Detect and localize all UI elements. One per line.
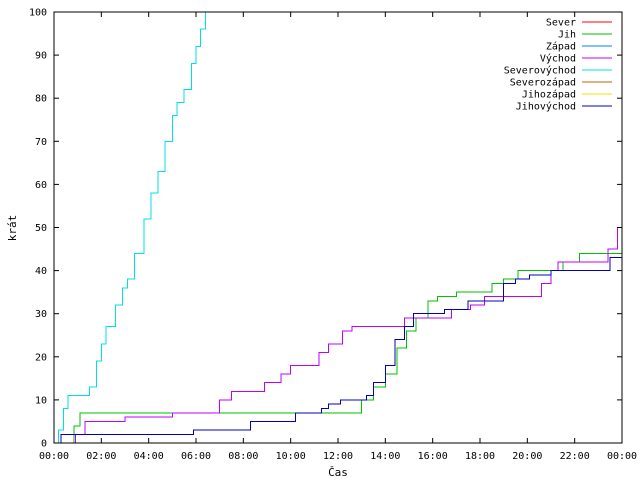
- x-tick-label: 02:00: [86, 451, 116, 462]
- x-tick-label: 22:00: [560, 451, 590, 462]
- y-tick-label: 90: [35, 51, 47, 62]
- legend-label: Sever: [546, 18, 576, 29]
- x-tick-label: 04:00: [134, 451, 164, 462]
- x-tick-label: 14:00: [370, 451, 400, 462]
- legend: SeverJihZápadVýchodSeverovýchodSeverozáp…: [504, 18, 612, 113]
- x-tick-label: 18:00: [465, 451, 495, 462]
- y-tick-label: 60: [35, 180, 47, 191]
- series-lines: [54, 12, 622, 443]
- y-tick-label: 20: [35, 352, 47, 363]
- y-tick-label: 10: [35, 395, 47, 406]
- x-tick-label: 00:00: [607, 451, 637, 462]
- y-tick-label: 70: [35, 137, 47, 148]
- x-tick-label: 12:00: [323, 451, 353, 462]
- legend-label: Jihovýchod: [516, 101, 576, 113]
- x-tick-label: 06:00: [181, 451, 211, 462]
- x-tick-label: 08:00: [228, 451, 258, 462]
- x-tick-label: 00:00: [39, 451, 69, 462]
- x-axis: 00:00 02:00 04:00 06:00 08:00 10:00 12:00 14:00…: [39, 12, 637, 462]
- y-axis-title: krát: [6, 215, 19, 242]
- series-line-Severovýchod: [54, 12, 206, 443]
- y-tick-label: 40: [35, 266, 47, 277]
- y-tick-label: 100: [29, 8, 47, 19]
- legend-label: Severovýchod: [504, 65, 576, 77]
- x-tick-label: 16:00: [418, 451, 448, 462]
- y-tick-label: 0: [41, 439, 47, 450]
- y-tick-label: 30: [35, 309, 47, 320]
- x-tick-label: 20:00: [512, 451, 542, 462]
- legend-label: Jihozápad: [522, 89, 576, 101]
- y-axis: 0 10 20 30 40 50 60 70 80 90 100: [29, 8, 622, 450]
- y-tick-label: 50: [35, 223, 47, 234]
- x-tick-label: 10:00: [276, 451, 306, 462]
- legend-label: Jih: [558, 30, 576, 41]
- legend-label: Západ: [546, 41, 576, 53]
- legend-label: Východ: [540, 53, 576, 65]
- series-line-Jihovýchod: [54, 257, 622, 443]
- y-tick-label: 80: [35, 94, 47, 105]
- x-axis-title: Čas: [328, 466, 348, 479]
- legend-label: Severozápad: [510, 77, 576, 89]
